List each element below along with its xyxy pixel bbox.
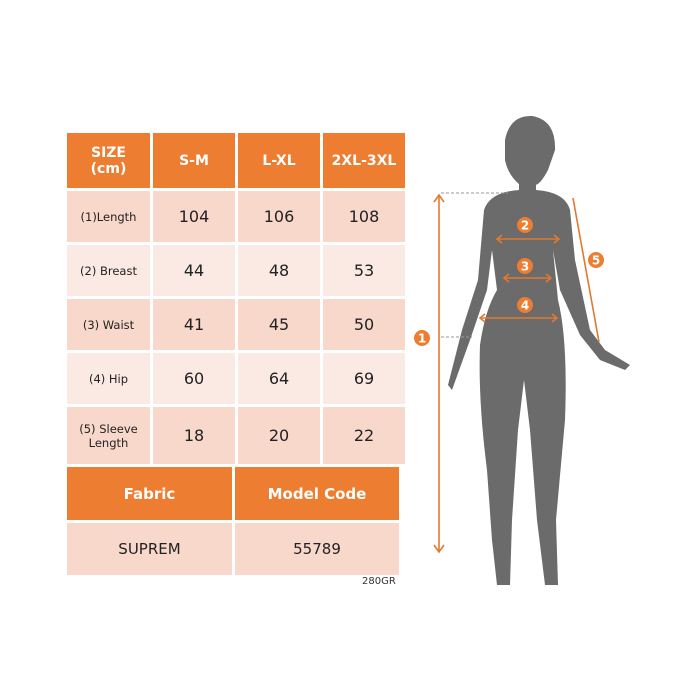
row-label: (4) Hip (67, 353, 150, 404)
marker-5 (588, 252, 604, 268)
header-1: S-M (153, 133, 235, 188)
model-code-header: Model Code (235, 467, 399, 520)
row-label: (3) Waist (67, 299, 150, 350)
table-cell: 69 (323, 353, 405, 404)
table-cell: 106 (238, 191, 320, 242)
marker-1 (414, 330, 430, 346)
table-cell: 18 (153, 407, 235, 464)
row-label: (5) Sleeve Length (67, 407, 150, 464)
marker-label: 5 (592, 254, 600, 268)
table-cell: 108 (323, 191, 405, 242)
model-code-value: 55789 (235, 523, 399, 575)
table-cell: 50 (323, 299, 405, 350)
marker-2 (517, 217, 533, 233)
table-cell: 64 (238, 353, 320, 404)
marker-3 (517, 258, 533, 274)
table-cell: 41 (153, 299, 235, 350)
silhouette (448, 115, 630, 585)
table-cell: 53 (323, 245, 405, 296)
marker-label: 4 (521, 299, 529, 313)
table-cell: 60 (153, 353, 235, 404)
marker-4 (517, 297, 533, 313)
measurement-lines (433, 193, 600, 554)
fabric-value: SUPREM (67, 523, 232, 575)
row-label: (2) Breast (67, 245, 150, 296)
sleeve-arrow (572, 197, 600, 343)
table-cell: 104 (153, 191, 235, 242)
table-cell: 22 (323, 407, 405, 464)
table-cell: 48 (238, 245, 320, 296)
table-cell: 20 (238, 407, 320, 464)
header-3: 2XL-3XL (323, 133, 405, 188)
marker-label: 1 (418, 332, 426, 346)
row-label: (1)Length (67, 191, 150, 242)
marker-label: 3 (521, 260, 529, 274)
weight-note: 280GR (362, 576, 396, 587)
table-cell: 44 (153, 245, 235, 296)
size-chart-table: SIZE (cm) S-M L-XL 2XL-3XL (1)Length 104 106 10… (67, 133, 405, 575)
marker-label: 2 (521, 219, 529, 233)
fabric-header: Fabric (67, 467, 232, 520)
header-2: L-XL (238, 133, 320, 188)
table-cell: 45 (238, 299, 320, 350)
header-0: SIZE (cm) (67, 133, 150, 188)
